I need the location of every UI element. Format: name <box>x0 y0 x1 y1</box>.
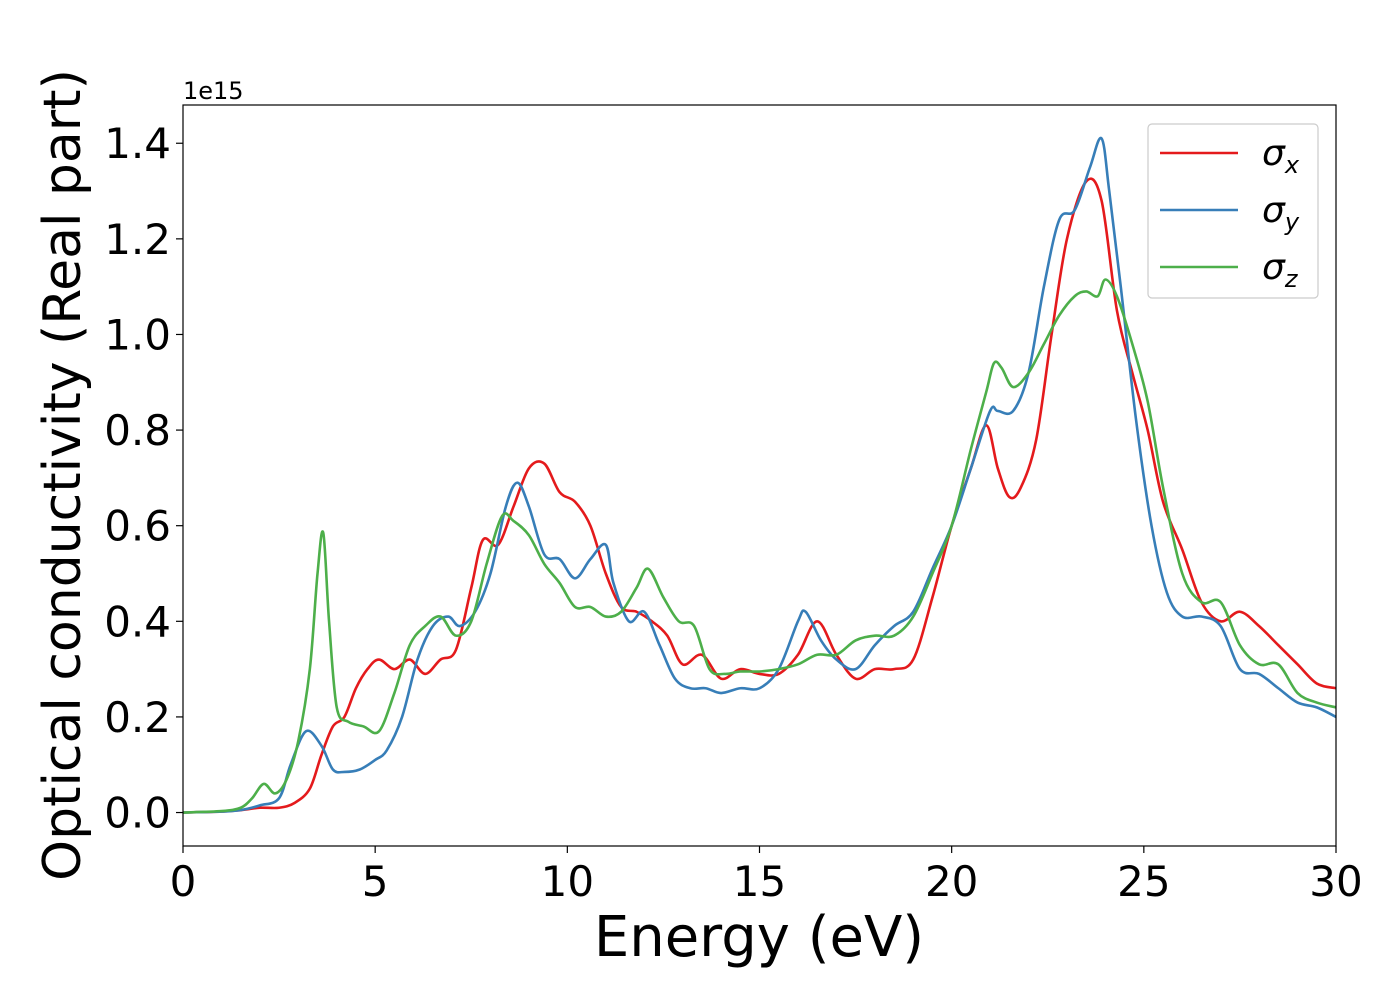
series-line <box>182 177 1337 814</box>
legend-label: σz <box>1262 247 1299 293</box>
x-tick-label: 0 <box>170 857 197 906</box>
y-tick-label: 0.6 <box>104 502 171 551</box>
legend: σx σy σz <box>1147 123 1319 299</box>
legend-label: σy <box>1262 190 1300 236</box>
y-tick-label: 0.0 <box>104 789 171 838</box>
y-tick-label: 0.8 <box>104 406 171 455</box>
x-tick-label: 30 <box>1309 857 1362 906</box>
y-tick-label: 1.4 <box>104 119 171 168</box>
y-tick-label: 1.0 <box>104 310 171 359</box>
y-tick-label: 0.4 <box>104 597 171 646</box>
x-tick-label: 25 <box>1117 857 1170 906</box>
y-axis-label: Optical conductivity (Real part) <box>33 69 93 881</box>
x-tick-label: 5 <box>362 857 389 906</box>
x-tick-label: 15 <box>733 857 786 906</box>
x-axis-label: Energy (eV) <box>594 905 924 970</box>
series-layer <box>182 136 1337 814</box>
x-tick-label: 20 <box>925 857 978 906</box>
y-tick-label: 0.2 <box>104 693 171 742</box>
x-axis: 0 5 10 15 20 25 30 <box>170 846 1363 906</box>
y-offset-text: 1e15 <box>183 77 244 105</box>
series-line <box>182 278 1337 814</box>
series-line <box>182 136 1337 814</box>
x-tick-label: 10 <box>541 857 594 906</box>
legend-label: σx <box>1262 133 1300 179</box>
y-tick-label: 1.2 <box>104 215 171 264</box>
y-axis: 0.0 0.2 0.4 0.6 0.8 1.0 1.2 1.4 <box>104 119 183 838</box>
